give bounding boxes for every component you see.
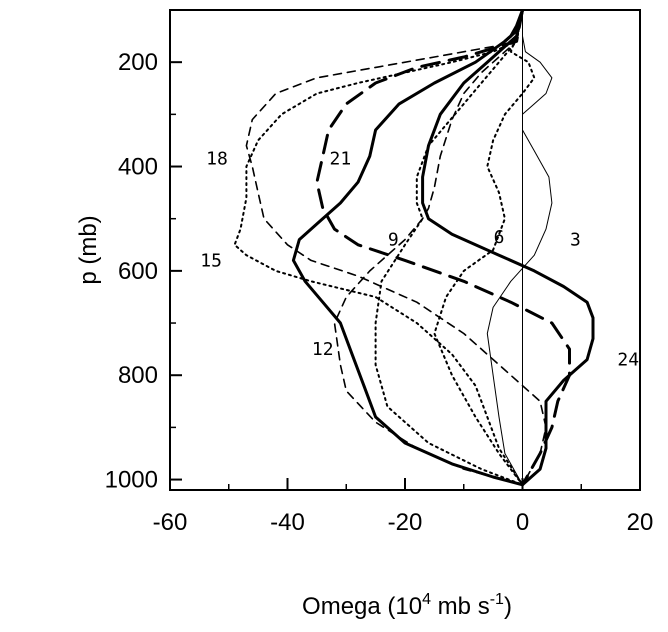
curves bbox=[233, 10, 595, 487]
x-axis-title-sup2: -1 bbox=[490, 591, 504, 608]
y-tick-label: 1000 bbox=[105, 467, 158, 494]
x-tick-label: 20 bbox=[627, 509, 654, 536]
y-axis: 200 400 600 800 1000 bbox=[105, 49, 182, 494]
x-axis: -60 -40 -20 0 20 bbox=[153, 478, 654, 536]
x-axis-title-sup1: 4 bbox=[422, 591, 431, 608]
series-line-12 bbox=[333, 10, 524, 486]
curve-label-3: 3 bbox=[570, 230, 581, 251]
y-axis-title: p (mb) bbox=[75, 215, 102, 284]
curve-label-9: 9 bbox=[388, 230, 399, 251]
series-line-3 bbox=[486, 10, 553, 486]
curve-label-21: 21 bbox=[330, 149, 352, 170]
curve-label-18: 18 bbox=[206, 149, 228, 170]
x-tick-label: -40 bbox=[270, 509, 305, 536]
series-line-15 bbox=[233, 10, 524, 486]
curve-labels: 18 21 15 9 6 3 12 24 bbox=[200, 149, 639, 371]
series-line-9 bbox=[374, 10, 524, 486]
x-axis-title-post: ) bbox=[504, 593, 512, 620]
curve-label-6: 6 bbox=[494, 227, 505, 248]
y-tick-label: 400 bbox=[118, 154, 158, 181]
series-line-12-bold bbox=[291, 10, 524, 487]
series-line-21 bbox=[315, 10, 571, 487]
curve-label-12: 12 bbox=[312, 339, 334, 360]
y-tick-label: 600 bbox=[118, 258, 158, 285]
y-tick-label: 200 bbox=[118, 49, 158, 76]
x-tick-label: -60 bbox=[153, 509, 188, 536]
curve-label-24: 24 bbox=[617, 350, 639, 371]
x-axis-title: Omega (104 mb s-1) bbox=[302, 591, 512, 620]
curve-label-15: 15 bbox=[200, 250, 222, 271]
x-axis-title-pre: Omega (10 bbox=[302, 593, 422, 620]
series-line-6 bbox=[433, 10, 536, 486]
x-tick-label: 0 bbox=[516, 509, 529, 536]
y-tick-label: 800 bbox=[118, 362, 158, 389]
x-tick-label: -20 bbox=[388, 509, 423, 536]
series-line-24 bbox=[421, 10, 595, 487]
x-axis-title-mid: mb s bbox=[431, 593, 490, 620]
